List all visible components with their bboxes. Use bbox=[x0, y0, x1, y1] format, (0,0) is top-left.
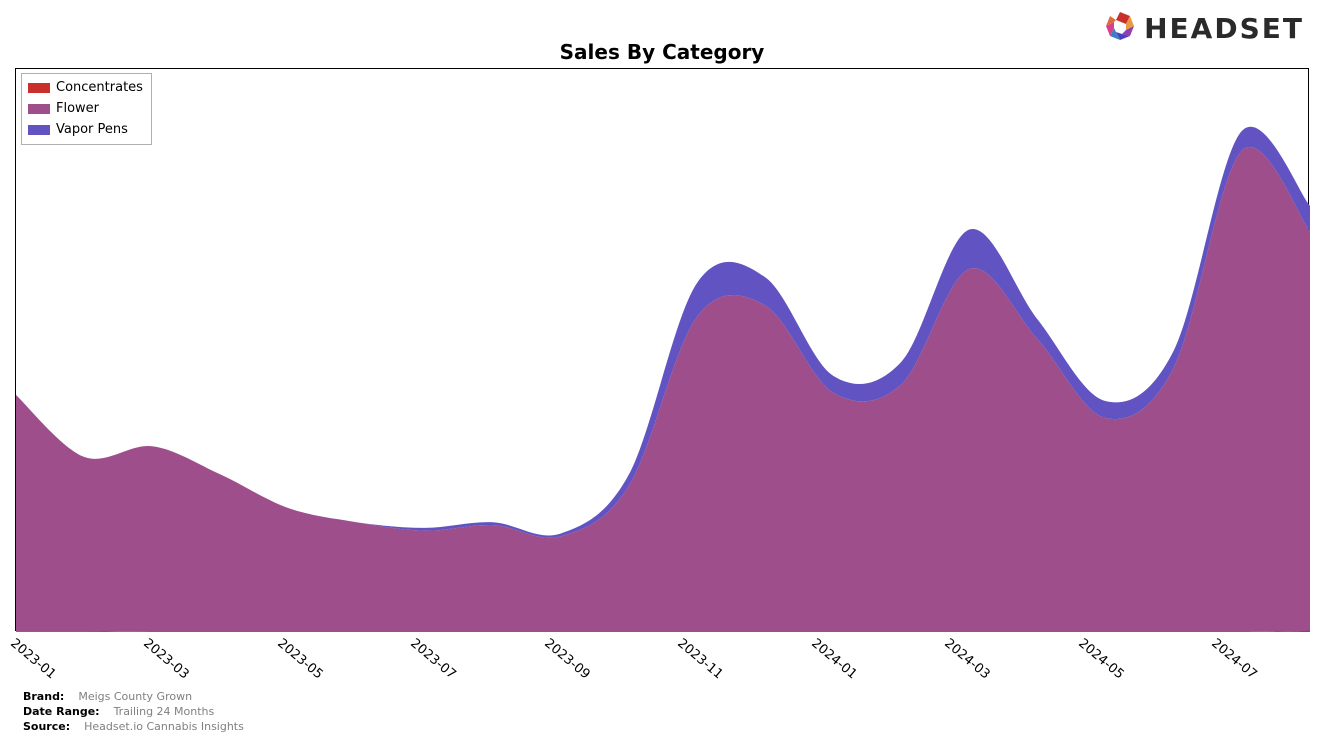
legend-swatch bbox=[28, 125, 50, 135]
brand-logo: HEADSET bbox=[1102, 8, 1304, 48]
footer-label: Brand: bbox=[23, 690, 64, 703]
legend-swatch bbox=[28, 104, 50, 114]
x-tick-label: 2024-07 bbox=[1209, 636, 1260, 682]
legend-label: Vapor Pens bbox=[56, 120, 128, 141]
area-chart-svg bbox=[16, 69, 1310, 632]
footer-value: Meigs County Grown bbox=[78, 690, 192, 703]
legend-item: Flower bbox=[28, 99, 143, 120]
legend-label: Flower bbox=[56, 99, 99, 120]
chart-title: Sales By Category bbox=[560, 40, 765, 64]
chart-plot-area bbox=[15, 68, 1309, 631]
x-tick-label: 2023-05 bbox=[274, 636, 325, 682]
x-tick-label: 2023-01 bbox=[7, 636, 58, 682]
footer-row-source: Source: Headset.io Cannabis Insights bbox=[23, 720, 244, 733]
legend-item: Vapor Pens bbox=[28, 120, 143, 141]
x-tick-label: 2023-07 bbox=[408, 636, 459, 682]
footer-row-daterange: Date Range: Trailing 24 Months bbox=[23, 705, 214, 718]
footer-value: Trailing 24 Months bbox=[114, 705, 215, 718]
footer-label: Date Range: bbox=[23, 705, 100, 718]
footer-row-brand: Brand: Meigs County Grown bbox=[23, 690, 192, 703]
footer-label: Source: bbox=[23, 720, 70, 733]
chart-legend: ConcentratesFlowerVapor Pens bbox=[21, 73, 152, 145]
legend-item: Concentrates bbox=[28, 78, 143, 99]
legend-swatch bbox=[28, 83, 50, 93]
footer-value: Headset.io Cannabis Insights bbox=[84, 720, 244, 733]
legend-label: Concentrates bbox=[56, 78, 143, 99]
x-tick-label: 2023-03 bbox=[141, 636, 192, 682]
logo-text: HEADSET bbox=[1144, 12, 1304, 45]
x-tick-label: 2024-05 bbox=[1075, 636, 1126, 682]
x-tick-label: 2024-03 bbox=[942, 636, 993, 682]
x-tick-label: 2023-11 bbox=[675, 636, 726, 682]
x-tick-label: 2023-09 bbox=[541, 636, 592, 682]
logo-icon bbox=[1102, 8, 1138, 48]
x-tick-label: 2024-01 bbox=[808, 636, 859, 682]
